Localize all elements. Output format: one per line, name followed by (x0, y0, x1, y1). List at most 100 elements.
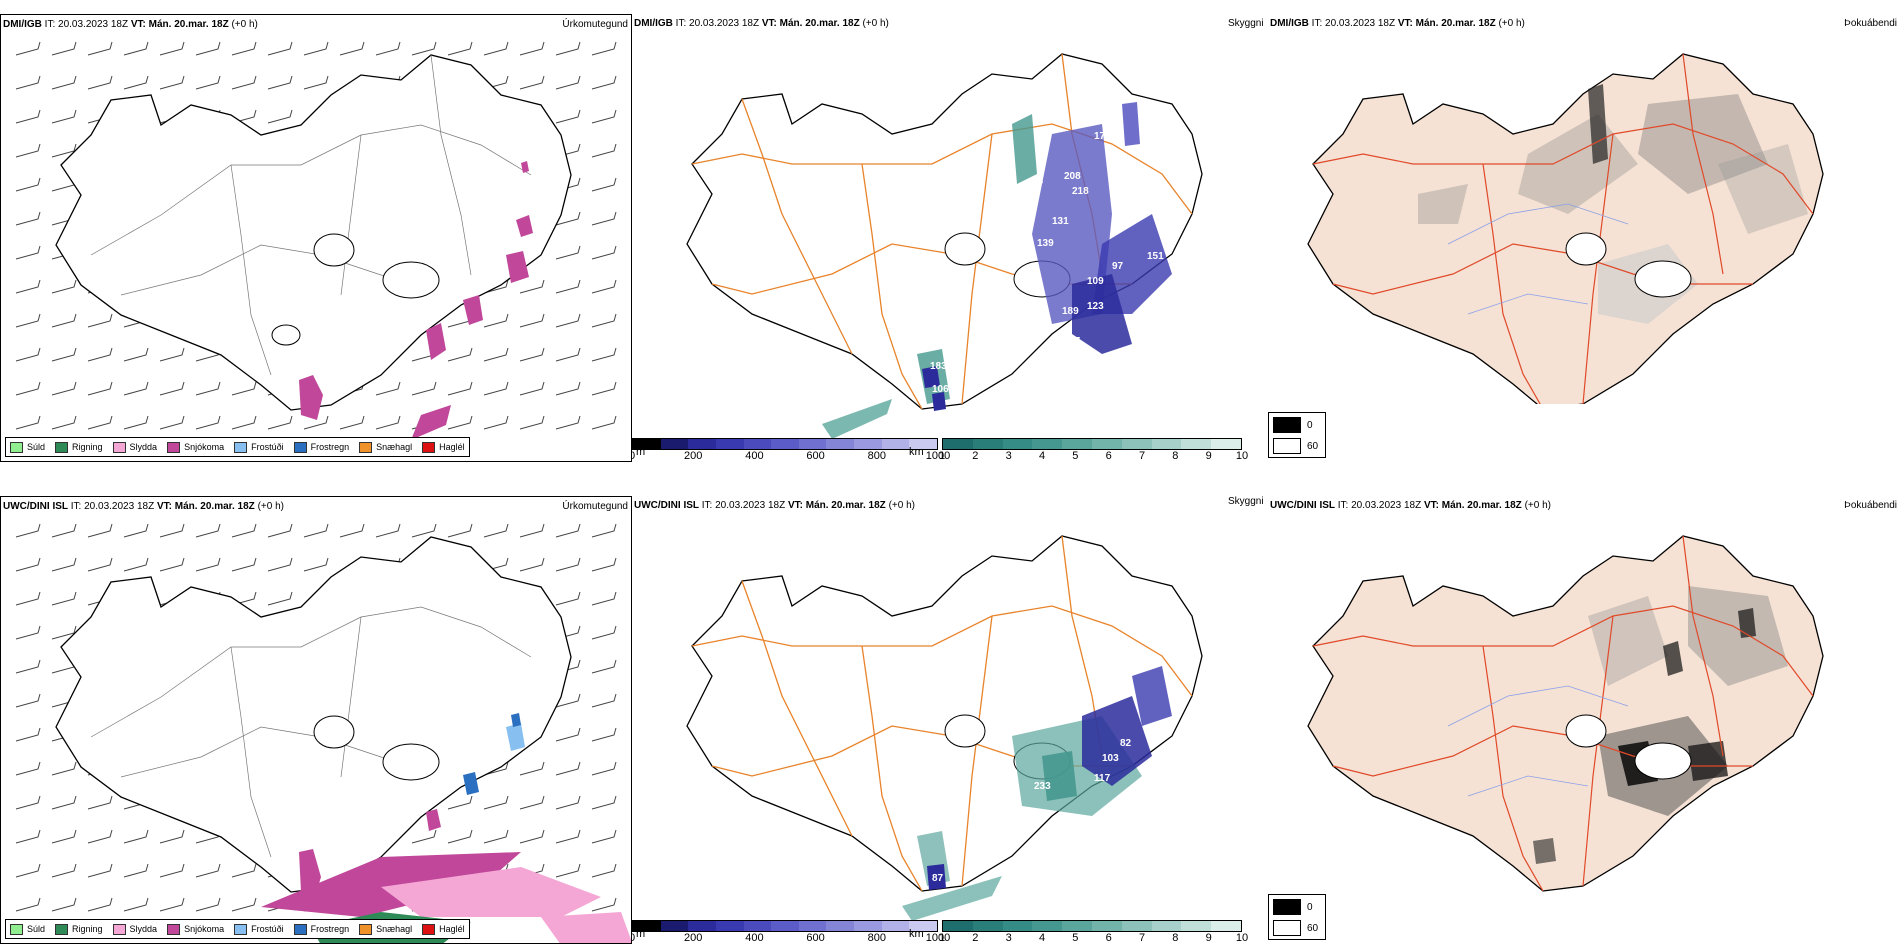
wind-barb (591, 727, 617, 742)
legend-swatch (422, 441, 436, 453)
legend-item: Frostregn (293, 441, 349, 453)
wind-barb (231, 41, 257, 56)
colorbar-tick: 5 (1072, 450, 1079, 462)
panel-header: UWC/DINI ISL IT: 20.03.2023 18Z VT: Mán.… (3, 501, 284, 512)
wind-barb (303, 415, 329, 430)
legend-label: Súld (27, 924, 46, 934)
wind-barb (15, 761, 41, 776)
wind-barb (519, 381, 545, 396)
wind-barb (195, 523, 221, 538)
wind-barb (555, 523, 581, 538)
wind-barb (375, 523, 401, 538)
legend-item: Rigning (55, 441, 103, 453)
colorbar-tick: 800 (867, 932, 886, 944)
wind-barb (195, 863, 221, 878)
colorbar-meters: 0 200 400 600 800 1000 (632, 438, 950, 462)
wind-barb (483, 523, 509, 538)
wind-barb (483, 41, 509, 56)
legend-label: Rigning (72, 924, 103, 934)
visibility-value-label: 123 (1087, 301, 1104, 312)
wind-barb (591, 659, 617, 674)
colorbar-tick: 8 (1172, 932, 1179, 944)
wind-barb (159, 347, 185, 362)
visibility-value-labels: 179 208 218 24 905 131 139 109 97 189 123 117 151 183… (930, 131, 1164, 395)
wind-barb (15, 75, 41, 90)
wind-barb (555, 727, 581, 742)
precip-type-legend: Súld Rigning Slydda Snjókoma Frostúði Frostre… (5, 437, 470, 457)
wind-barb (87, 347, 113, 362)
panel-header: DMI/IGB IT: 20.03.2023 18Z VT: Mán. 20.m… (1270, 18, 1525, 29)
wind-barb (195, 557, 221, 572)
legend-item: Snjókoma (167, 923, 224, 935)
wind-barb (591, 523, 617, 538)
wind-barb (267, 75, 293, 90)
legend-swatch (10, 441, 23, 453)
wind-barb (51, 625, 77, 640)
legend-label: Súld (27, 442, 46, 452)
wind-barb (195, 381, 221, 396)
wind-barb (231, 415, 257, 430)
wind-barb (195, 41, 221, 56)
wind-barb (555, 829, 581, 844)
wind-barb (519, 313, 545, 328)
wind-barb (303, 75, 329, 90)
wind-barb (555, 591, 581, 606)
wind-barb (15, 245, 41, 260)
legend-swatch (293, 923, 307, 935)
visibility-value-label: 233 (1034, 781, 1051, 792)
legend-label: Haglél (439, 924, 465, 934)
wind-barb (555, 415, 581, 430)
wind-barb (15, 795, 41, 810)
precip-type-legend: Súld Rigning Slydda Snjókoma Frostúði Frostre… (5, 919, 470, 939)
wind-barb (123, 381, 149, 396)
wind-barb (375, 381, 401, 396)
wind-barb (519, 415, 545, 430)
colorbar-tick: 1 (938, 932, 946, 944)
colorbar-tick: 8 (1172, 450, 1179, 462)
legend-label: Frostregn (310, 924, 350, 934)
low-visibility-areas (902, 666, 1172, 921)
wind-barb (159, 41, 185, 56)
wind-barb (231, 381, 257, 396)
colorbar-tick: 7 (1138, 450, 1146, 462)
legend-item: Snæhagl (359, 441, 412, 453)
iceland-map-visibility: 179 208 218 24 905 131 139 109 97 189 123 117 151 183… (686, 53, 1203, 439)
wind-barb (303, 523, 329, 538)
wind-barb (591, 795, 617, 810)
visibility-panel-uwc: UWC/DINI ISL IT: 20.03.2023 18Z VT: Mán.… (632, 496, 1268, 944)
wind-barb (519, 557, 545, 572)
colorbar-meters: 0 200 400 600 800 1000 (632, 920, 950, 944)
wind-barb (555, 279, 581, 294)
wind-barb (51, 897, 77, 912)
wind-barb (447, 829, 473, 844)
wind-barb (195, 897, 221, 912)
fog-legend: 0 60 (1268, 412, 1326, 458)
wind-barb (51, 415, 77, 430)
legend-item: Haglél (422, 923, 465, 935)
panel-header: DMI/IGB IT: 20.03.2023 18Z VT: Mán. 20.m… (634, 18, 889, 29)
colorbar-tick: 800 (867, 450, 886, 462)
visibility-value-label: 117 (1064, 336, 1081, 347)
wind-barb (15, 659, 41, 674)
colorbar-tick: 4 (1038, 932, 1046, 944)
wind-barb (159, 897, 185, 912)
colorbar-tick: 6 (1105, 932, 1112, 944)
colorbar-tick: 9 (1205, 450, 1212, 462)
wind-barb (231, 75, 257, 90)
wind-barb (483, 415, 509, 430)
wind-barb (267, 109, 293, 124)
legend-label: Frostúði (251, 442, 284, 452)
wind-barb (87, 829, 113, 844)
wind-barb (15, 591, 41, 606)
low-visibility-areas (822, 102, 1172, 439)
wind-barb (591, 211, 617, 226)
wind-barb (123, 41, 149, 56)
visibility-value-label: 109 (1087, 276, 1104, 287)
wind-barb (483, 279, 509, 294)
wind-barb (231, 863, 257, 878)
wind-barb (339, 415, 365, 430)
visibility-value-label: 87 (932, 873, 944, 884)
wind-barb (87, 415, 113, 430)
legend-swatch (112, 441, 126, 453)
legend-item: Frostúði (234, 441, 284, 453)
